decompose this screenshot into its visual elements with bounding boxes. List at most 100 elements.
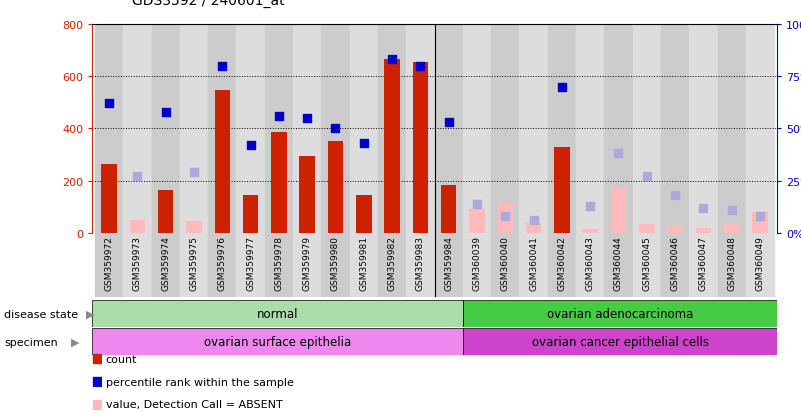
Text: ovarian surface epithelia: ovarian surface epithelia [204, 335, 351, 348]
Text: disease state: disease state [4, 309, 78, 319]
Point [669, 192, 682, 199]
Bar [610, 188, 626, 233]
Point [725, 207, 738, 214]
Bar [328, 142, 344, 233]
Bar [413, 63, 429, 233]
Text: GSM360047: GSM360047 [699, 235, 708, 290]
Text: GSM360042: GSM360042 [557, 235, 566, 290]
Bar [243, 195, 259, 233]
Text: ovarian adenocarcinoma: ovarian adenocarcinoma [547, 308, 693, 320]
Bar [293, 233, 321, 297]
Point [640, 174, 653, 180]
Bar [95, 233, 123, 297]
Bar [519, 25, 548, 233]
Text: GSM359983: GSM359983 [416, 235, 425, 290]
Text: GSM359984: GSM359984 [445, 235, 453, 290]
Bar [434, 233, 463, 297]
Bar [123, 25, 151, 233]
Text: GSM359978: GSM359978 [275, 235, 284, 290]
Bar [463, 301, 777, 328]
Bar [123, 233, 151, 297]
Point [499, 214, 512, 220]
Text: GSM360046: GSM360046 [670, 235, 679, 290]
Point [584, 203, 597, 209]
Bar [406, 233, 434, 297]
Bar [180, 25, 208, 233]
Text: GDS3592 / 240601_at: GDS3592 / 240601_at [132, 0, 285, 8]
Point [527, 218, 540, 224]
Bar [491, 233, 519, 297]
Text: GSM360049: GSM360049 [755, 235, 764, 290]
Point [442, 119, 455, 126]
Bar [92, 328, 463, 355]
Text: GSM359977: GSM359977 [246, 235, 255, 290]
Text: ovarian cancer epithelial cells: ovarian cancer epithelial cells [532, 335, 709, 348]
Bar [633, 233, 661, 297]
Bar [265, 25, 293, 233]
Point [357, 140, 370, 147]
Text: ▶: ▶ [86, 309, 95, 319]
Point [103, 101, 115, 107]
Bar [406, 25, 434, 233]
Bar [350, 25, 378, 233]
Point [187, 170, 200, 176]
Bar [752, 212, 768, 233]
Point [244, 142, 257, 149]
Bar [463, 25, 491, 233]
Text: ▶: ▶ [71, 337, 80, 347]
Bar [293, 25, 321, 233]
Point [216, 63, 229, 70]
Bar [434, 25, 463, 233]
Text: GSM359980: GSM359980 [331, 235, 340, 290]
Text: specimen: specimen [4, 337, 58, 347]
Bar [130, 220, 145, 233]
Bar [519, 233, 548, 297]
Point [414, 63, 427, 70]
Bar [667, 225, 683, 233]
Bar [378, 233, 406, 297]
Text: GSM359972: GSM359972 [105, 235, 114, 290]
Bar [548, 25, 576, 233]
Text: normal: normal [257, 308, 298, 320]
Bar [93, 377, 101, 386]
Bar [689, 233, 718, 297]
Bar [158, 190, 174, 233]
Bar [180, 233, 208, 297]
Bar [236, 233, 265, 297]
Bar [689, 25, 718, 233]
Bar [497, 203, 513, 233]
Point [555, 84, 568, 91]
Bar [378, 25, 406, 233]
Text: value, Detection Call = ABSENT: value, Detection Call = ABSENT [106, 399, 283, 409]
Bar [93, 400, 101, 409]
Bar [95, 25, 123, 233]
Text: GSM359973: GSM359973 [133, 235, 142, 290]
Point [470, 201, 483, 207]
Bar [186, 222, 202, 233]
Point [754, 214, 767, 220]
Bar [151, 25, 180, 233]
Bar [576, 25, 604, 233]
Point [329, 126, 342, 132]
Point [159, 109, 172, 116]
Bar [746, 233, 774, 297]
Bar [469, 210, 485, 233]
Bar [463, 328, 777, 355]
Text: GSM359974: GSM359974 [161, 235, 170, 290]
Point [272, 113, 285, 120]
Bar [718, 233, 746, 297]
Bar [661, 233, 689, 297]
Bar [265, 233, 293, 297]
Bar [208, 25, 236, 233]
Bar [463, 233, 491, 297]
Bar [321, 25, 350, 233]
Bar [384, 60, 400, 233]
Bar [101, 164, 117, 233]
Bar [208, 233, 236, 297]
Bar [441, 185, 457, 233]
Bar [525, 223, 541, 233]
Bar [92, 301, 463, 328]
Bar [576, 233, 604, 297]
Point [301, 115, 314, 122]
Text: GSM360040: GSM360040 [501, 235, 509, 290]
